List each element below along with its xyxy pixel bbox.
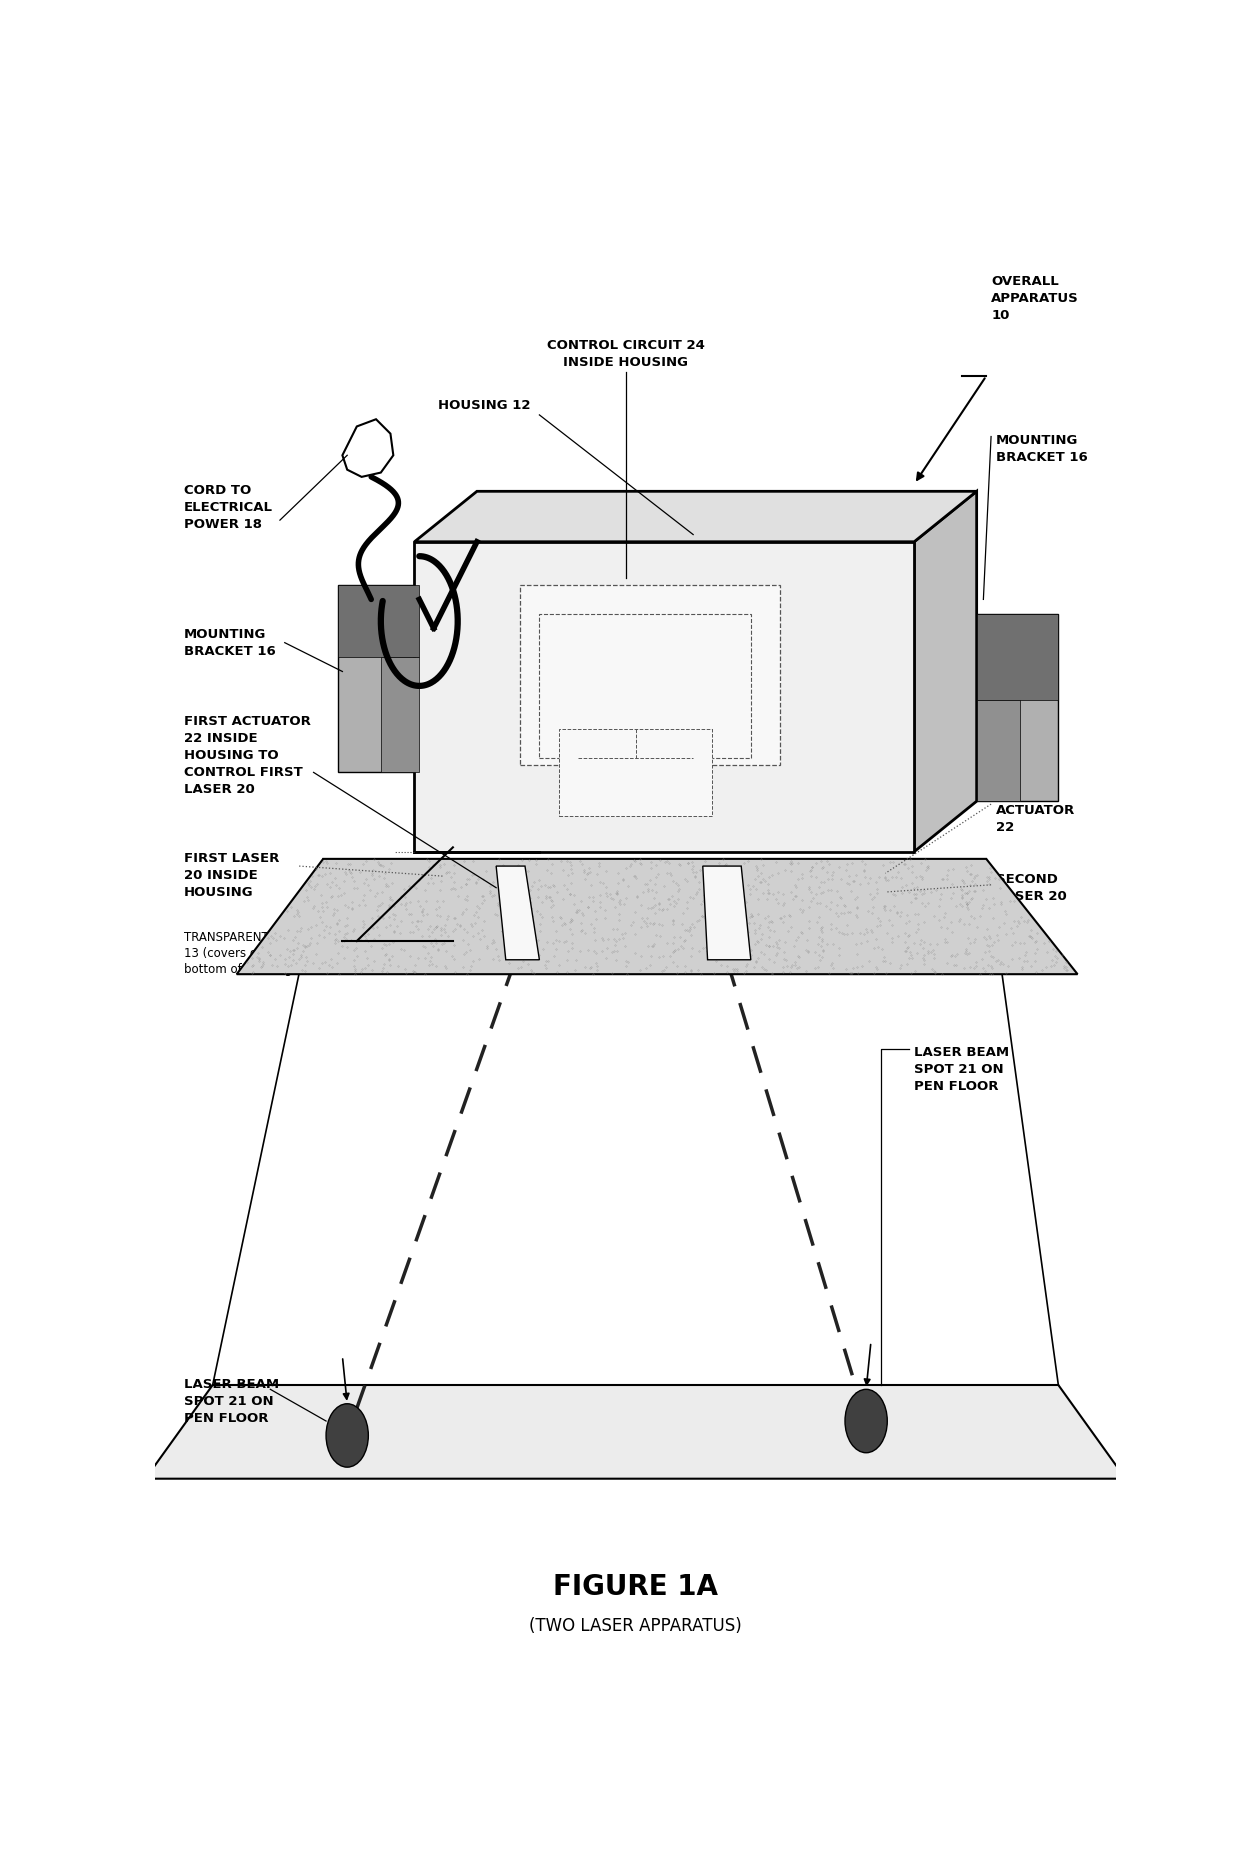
- Polygon shape: [337, 584, 419, 773]
- Polygon shape: [381, 657, 419, 773]
- Text: SECOND
ACTUATOR
22: SECOND ACTUATOR 22: [996, 786, 1075, 833]
- Circle shape: [326, 1404, 368, 1468]
- Polygon shape: [342, 419, 393, 477]
- Text: CORD TO
ELECTRICAL
POWER 18: CORD TO ELECTRICAL POWER 18: [184, 485, 273, 532]
- Polygon shape: [414, 490, 977, 541]
- Polygon shape: [337, 584, 419, 657]
- Polygon shape: [977, 614, 1058, 700]
- Text: TRANSPARENT LENS
13 (covers opening in
bottom of housing 12): TRANSPARENT LENS 13 (covers opening in b…: [184, 930, 315, 975]
- Polygon shape: [977, 614, 1058, 801]
- Polygon shape: [496, 867, 539, 960]
- Bar: [521, 584, 780, 766]
- Text: CONTROL CIRCUIT 24
INSIDE HOUSING: CONTROL CIRCUIT 24 INSIDE HOUSING: [547, 339, 704, 369]
- Text: MOUNTING
BRACKET 16: MOUNTING BRACKET 16: [996, 434, 1087, 464]
- Polygon shape: [145, 1385, 1126, 1479]
- Text: MOUNTING
BRACKET 16: MOUNTING BRACKET 16: [184, 629, 275, 659]
- Polygon shape: [977, 700, 1019, 801]
- Text: FIRST LASER
20 INSIDE
HOUSING: FIRST LASER 20 INSIDE HOUSING: [184, 852, 279, 899]
- Text: HOUSING 12: HOUSING 12: [439, 399, 531, 412]
- Polygon shape: [237, 859, 1078, 973]
- Polygon shape: [914, 490, 977, 852]
- Text: LASER BEAM
SPOT 21 ON
PEN FLOOR: LASER BEAM SPOT 21 ON PEN FLOOR: [184, 1378, 279, 1425]
- Bar: [558, 730, 712, 816]
- Text: LASER BEAM
SPOT 21 ON
PEN FLOOR: LASER BEAM SPOT 21 ON PEN FLOOR: [914, 1046, 1009, 1093]
- Bar: [414, 541, 914, 852]
- Text: (TWO LASER APPARATUS): (TWO LASER APPARATUS): [529, 1617, 742, 1634]
- Text: OVERALL
APPARATUS
10: OVERALL APPARATUS 10: [991, 275, 1079, 322]
- Polygon shape: [703, 867, 751, 960]
- Text: SECOND
LASER 20: SECOND LASER 20: [996, 872, 1066, 904]
- Text: FIRST ACTUATOR
22 INSIDE
HOUSING TO
CONTROL FIRST
LASER 20: FIRST ACTUATOR 22 INSIDE HOUSING TO CONT…: [184, 715, 311, 796]
- Text: FIGURE 1A: FIGURE 1A: [553, 1572, 718, 1601]
- Bar: [539, 614, 751, 758]
- Circle shape: [844, 1389, 888, 1453]
